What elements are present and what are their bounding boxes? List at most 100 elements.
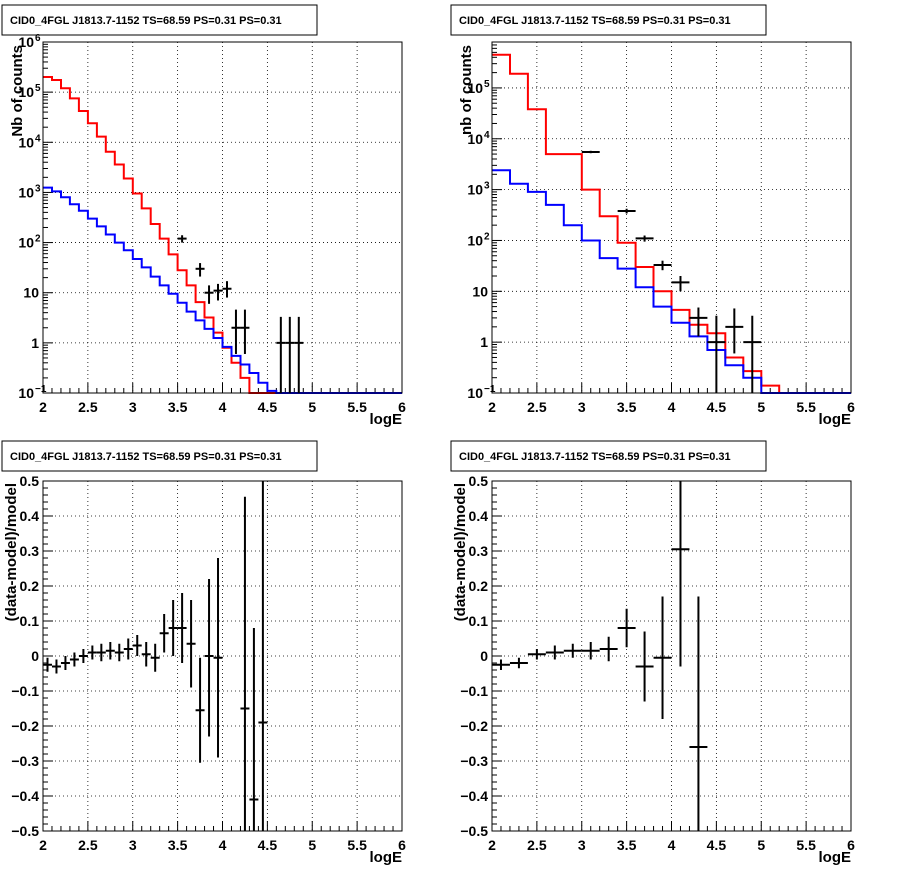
plot-border	[42, 41, 403, 394]
x-tick-label: 2.5	[527, 399, 547, 415]
y-tick-exponent: 4	[35, 133, 41, 144]
y-tick-label: −0.1	[11, 683, 39, 699]
x-tick-label: 3.5	[168, 399, 188, 415]
title-box	[450, 4, 767, 36]
y-tick-label: −0.2	[460, 718, 488, 734]
panel-title: CID0_4FGL J1813.7-1152 TS=68.59 PS=0.31 …	[459, 451, 731, 463]
y-tick-exponent: 3	[484, 181, 490, 192]
x-tick-label: 2	[488, 837, 496, 853]
title-box	[1, 440, 318, 472]
x-tick-label: 4.5	[258, 399, 278, 415]
y-tick-label: 10	[467, 131, 483, 147]
x-tick-label: 5.5	[796, 837, 816, 853]
x-tick-label: 3	[578, 399, 586, 415]
x-tick-label: 2	[39, 399, 47, 415]
y-tick-exponent: 5	[484, 79, 490, 90]
y-tick-label: 10	[18, 34, 34, 50]
histogram-series-0	[492, 53, 851, 394]
x-tick-label: 4	[219, 837, 227, 853]
panel-1: CID0_4FGL J1813.7-1152 TS=68.59 PS=0.31 …	[450, 4, 855, 428]
x-tick-label: 2	[488, 399, 496, 415]
y-tick-label: 0	[31, 648, 39, 664]
y-tick-label: 10	[467, 80, 483, 96]
y-tick-exponent: −1	[484, 384, 496, 395]
x-tick-label: 3.5	[617, 399, 637, 415]
y-tick-label: 0.5	[20, 473, 40, 489]
panel-title: CID0_4FGL J1813.7-1152 TS=68.59 PS=0.31 …	[10, 451, 282, 463]
y-tick-label: 10	[467, 232, 483, 248]
y-tick-label: 10	[23, 285, 39, 301]
y-tick-label: 0.5	[469, 473, 489, 489]
title-box	[450, 440, 767, 472]
x-tick-label: 5.5	[347, 399, 367, 415]
x-tick-label: 3	[129, 399, 137, 415]
y-tick-label: 0	[480, 648, 488, 664]
x-tick-label: 6	[847, 399, 855, 415]
y-tick-label: 10	[18, 184, 34, 200]
plot-frame: 2 2.5 3 3.5 4 4.5 5 5.5 6 −0.5 −0.4 −0.3 −0.2 −0.1 0 0.…	[11, 473, 406, 853]
x-tick-label: 6	[847, 837, 855, 853]
x-tick-label: 4	[668, 837, 676, 853]
x-tick-label: 6	[398, 837, 406, 853]
plot-frame: 2 2.5 3 3.5 4 4.5 5 5.5 6 −0.5 −0.4 −0.3 −0.2 −0.1 0 0.…	[460, 473, 855, 853]
x-axis-label: logE	[370, 411, 403, 428]
x-tick-label: 3	[578, 837, 586, 853]
x-axis-label: logE	[370, 849, 403, 866]
y-axis-label: nb of counts	[458, 45, 475, 135]
x-tick-label: 5	[757, 399, 765, 415]
y-tick-label: 0.3	[469, 543, 489, 559]
x-tick-label: 2.5	[527, 837, 547, 853]
y-tick-exponent: 5	[35, 83, 41, 94]
y-tick-label: −0.4	[460, 788, 488, 804]
y-tick-label: −0.5	[460, 823, 488, 839]
x-tick-label: 2.5	[78, 837, 98, 853]
y-tick-label: −0.5	[11, 823, 39, 839]
panel-2: CID0_4FGL J1813.7-1152 TS=68.59 PS=0.31 …	[1, 440, 406, 866]
y-tick-label: −0.2	[11, 718, 39, 734]
plot-border	[42, 480, 403, 832]
y-tick-label: 10	[467, 385, 483, 401]
plot-border	[491, 480, 852, 832]
x-tick-label: 4.5	[707, 399, 727, 415]
y-tick-label: 0.1	[469, 613, 489, 629]
y-tick-label: −0.3	[11, 753, 39, 769]
panel-title: CID0_4FGL J1813.7-1152 TS=68.59 PS=0.31 …	[10, 15, 282, 27]
y-tick-label: 0.2	[469, 578, 489, 594]
x-tick-label: 3.5	[617, 837, 637, 853]
panel-0: CID0_4FGL J1813.7-1152 TS=68.59 PS=0.31 …	[1, 4, 406, 428]
y-tick-exponent: 4	[484, 130, 490, 141]
y-tick-label: 0.3	[20, 543, 40, 559]
title-box	[1, 4, 318, 36]
y-tick-label: 10	[467, 182, 483, 198]
y-tick-label: 1	[31, 335, 39, 351]
y-tick-label: −0.1	[460, 683, 488, 699]
y-tick-label: −0.4	[11, 788, 39, 804]
x-tick-label: 4	[219, 399, 227, 415]
x-tick-label: 5.5	[347, 837, 367, 853]
y-tick-label: −0.3	[460, 753, 488, 769]
y-tick-label: 0.2	[20, 578, 40, 594]
panel-3: CID0_4FGL J1813.7-1152 TS=68.59 PS=0.31 …	[450, 440, 855, 866]
y-axis-label: (data-model)/model	[452, 483, 469, 621]
histogram-series-1	[492, 169, 851, 394]
y-tick-exponent: 2	[35, 234, 41, 245]
x-tick-label: 3.5	[168, 837, 188, 853]
y-tick-label: 10	[18, 84, 34, 100]
y-tick-label: 10	[472, 283, 488, 299]
x-tick-label: 5	[308, 399, 316, 415]
x-tick-label: 4.5	[707, 837, 727, 853]
y-tick-label: 10	[18, 385, 34, 401]
y-tick-exponent: 6	[35, 33, 41, 44]
y-axis-label: (data-model)/model	[3, 483, 20, 621]
x-tick-label: 6	[398, 399, 406, 415]
panel-title: CID0_4FGL J1813.7-1152 TS=68.59 PS=0.31 …	[459, 15, 731, 27]
x-tick-label: 2.5	[78, 399, 98, 415]
plot-border	[491, 41, 852, 394]
y-tick-exponent: 3	[35, 183, 41, 194]
x-tick-label: 4.5	[258, 837, 278, 853]
x-tick-label: 4	[668, 399, 676, 415]
x-tick-label: 5	[308, 837, 316, 853]
